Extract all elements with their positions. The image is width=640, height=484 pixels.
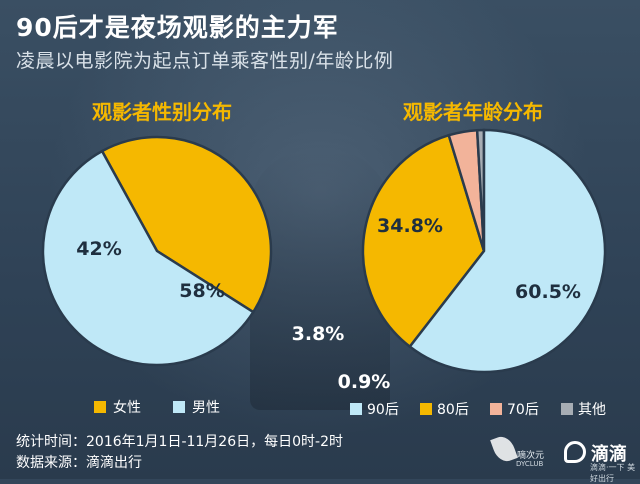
legend-swatch-70s bbox=[490, 403, 502, 415]
legend-swatch-80s bbox=[420, 403, 432, 415]
pie-slice-pie-gender-1 bbox=[41, 149, 255, 367]
didi-logo-icon bbox=[564, 441, 586, 463]
pie-slice-pie-age-0 bbox=[361, 133, 486, 349]
legend-label-female: 女性 bbox=[113, 400, 141, 416]
legend-swatch-female bbox=[94, 401, 106, 413]
age-chart-title: 观影者年龄分布 bbox=[403, 100, 543, 124]
page-subtitle: 凌晨以电影院为起点订单乘客性别/年龄比例 bbox=[16, 50, 394, 72]
gender-chart-title: 观影者性别分布 bbox=[92, 100, 232, 124]
legend-swatch-male bbox=[173, 401, 185, 413]
footer-source: 数据来源：滴滴出行 bbox=[16, 455, 142, 471]
didi-brand-sub: 滴滴·一下 美好出行 bbox=[590, 463, 636, 483]
didi-brand-name: 滴滴 bbox=[591, 444, 627, 465]
legend-label-other: 其他 bbox=[578, 402, 606, 418]
legend-label-80s: 80后 bbox=[437, 402, 469, 418]
pie-label-pie-gender-0: 42% bbox=[76, 238, 121, 260]
legend-swatch-other bbox=[561, 403, 573, 415]
legend-label-male: 男性 bbox=[192, 400, 220, 416]
page-title: 90后才是夜场观影的主力军 bbox=[16, 13, 339, 42]
pie-label-pie-age-2: 0.9% bbox=[338, 371, 391, 393]
pie-label-pie-age-1: 3.8% bbox=[292, 323, 345, 345]
legend-label-90s: 90后 bbox=[367, 402, 399, 418]
pie-slice-pie-gender-0 bbox=[100, 135, 273, 314]
legend-label-70s: 70后 bbox=[507, 402, 539, 418]
pie-slice-pie-age-3 bbox=[408, 128, 607, 374]
pie-label-pie-age-0: 34.8% bbox=[377, 215, 443, 237]
partner-brand-name: 嘀次元 bbox=[517, 451, 545, 461]
legend-swatch-90s bbox=[350, 403, 362, 415]
footer-stat-time: 统计时间：2016年1月1日-11月26日，每日0时-2时 bbox=[16, 434, 343, 450]
pie-label-pie-age-3: 60.5% bbox=[515, 281, 581, 303]
pie-label-pie-gender-1: 58% bbox=[179, 280, 224, 302]
partner-brand-sub: DYCLUB bbox=[516, 460, 544, 468]
